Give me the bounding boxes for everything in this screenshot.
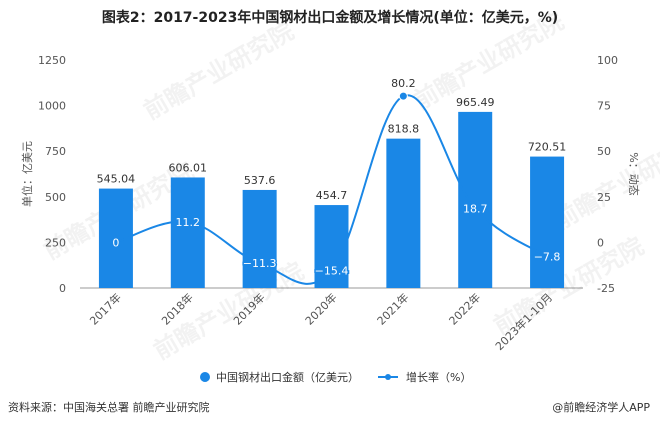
y-tick-label: 750 <box>45 145 66 158</box>
growth-line <box>115 94 548 285</box>
line-point <box>185 219 191 225</box>
bar <box>386 138 421 288</box>
line-value-label: 11.2 <box>176 216 201 229</box>
credit-note: @前瞻经济学人APP <box>552 401 650 414</box>
y2-tick-label: 50 <box>597 145 611 158</box>
legend-bar-marker <box>200 372 210 382</box>
bar-value-label: 965.49 <box>456 96 495 109</box>
y2-tick-label: 75 <box>597 100 611 113</box>
line-point <box>472 205 478 211</box>
bar-value-label: 720.51 <box>528 141 567 154</box>
y-tick-label: 500 <box>45 191 66 204</box>
y2-tick-label: 100 <box>597 54 618 67</box>
data-labels: 545.04 606.01 537.6 454.7 818.8 965.49 720.51 0… <box>97 77 567 279</box>
line-value-label: −7.8 <box>534 251 561 264</box>
bar-series <box>98 111 565 288</box>
y-tick-label: 1000 <box>38 100 66 113</box>
chart-title: 图表2：2017-2023年中国钢材出口金额及增长情况(单位：亿美元，%) <box>101 10 559 26</box>
line-value-label: 0 <box>112 236 119 249</box>
x-tick-label: 2020年 <box>302 290 339 327</box>
y2-tick-label: -25 <box>597 282 615 295</box>
line-point <box>398 91 408 101</box>
y-tick-label: 0 <box>59 282 66 295</box>
bar <box>242 189 277 288</box>
legend: 中国钢材出口金额（亿美元） 增长率（%） <box>200 370 471 384</box>
line-point <box>257 260 263 266</box>
line-series <box>113 91 550 285</box>
y2-tick-label: 25 <box>597 191 611 204</box>
bar <box>170 177 205 288</box>
y-tick-label: 250 <box>45 236 66 249</box>
line-point <box>544 254 550 260</box>
line-value-label: −15.4 <box>315 264 349 277</box>
x-tick-label: 2022年 <box>446 290 483 327</box>
y2-tick-label: 0 <box>597 236 604 249</box>
line-value-label: 18.7 <box>463 202 488 215</box>
bar-value-label: 537.6 <box>244 174 276 187</box>
source-note: 资料来源：中国海关总署 前瞻产业研究院 <box>8 401 210 414</box>
line-value-label: −11.3 <box>243 257 277 270</box>
bar <box>314 205 349 288</box>
watermark-text: 前瞻产业研究院 <box>489 232 648 340</box>
x-tick-label: 2017年 <box>87 290 124 327</box>
legend-bar-label: 中国钢材出口金额（亿美元） <box>216 370 359 384</box>
bar-value-label: 818.8 <box>388 123 420 136</box>
line-point <box>113 239 119 245</box>
bar <box>458 111 493 288</box>
bar-value-label: 454.7 <box>316 189 348 202</box>
line-point <box>329 267 334 273</box>
y2-axis-title: %：动态 <box>627 152 640 195</box>
line-value-label: 80.2 <box>391 77 416 90</box>
bar <box>530 156 565 288</box>
bar-value-label: 545.04 <box>97 173 136 186</box>
y-tick-label: 1250 <box>38 54 66 67</box>
x-tick-label: 2021年 <box>374 290 411 327</box>
legend-line-label: 增长率（%） <box>406 370 471 384</box>
legend-line-dot <box>385 374 391 380</box>
bar-value-label: 606.01 <box>169 161 208 174</box>
watermark-text: 前瞻产业研究院 <box>139 17 298 125</box>
y-axis-title: 单位：亿美元 <box>20 141 34 207</box>
